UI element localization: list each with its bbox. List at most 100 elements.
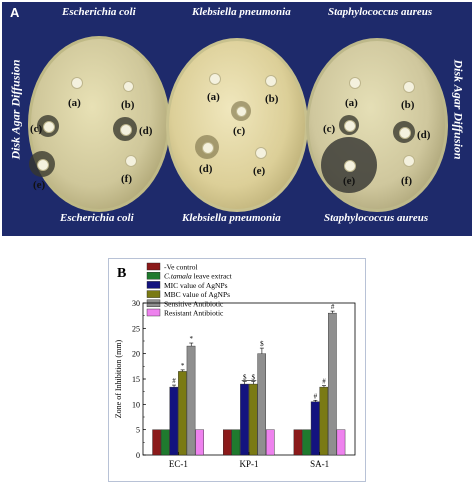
disk-b: [403, 81, 415, 93]
bar-ec-1-series-2: [169, 386, 179, 456]
legend-label-4: Sensitive Antibiotic: [164, 299, 224, 308]
legend-label-0: -Ve control: [164, 263, 198, 272]
legend-label-1: C.tamala leave extract: [164, 272, 233, 281]
bottom-label-ecoli: Escherichia coli: [60, 212, 134, 224]
x-tick-label: EC-1: [169, 459, 188, 469]
disk-f: [125, 155, 137, 167]
disk-b: [123, 81, 134, 92]
bar-sa-1-series-1: [302, 429, 311, 456]
disk-label-e: (e): [253, 165, 266, 177]
bottom-label-kpneumonia: Klebsiella pneumonia: [182, 212, 281, 224]
significance-marker: *: [181, 362, 185, 370]
top-label-saureus: Staphylococcus aureus: [328, 6, 433, 18]
disk-d: [399, 127, 411, 139]
bar-kp-1-series-0: [222, 429, 232, 456]
panel-a-label: A: [10, 5, 20, 20]
bar-kp-1-series-3: [248, 383, 258, 456]
y-tick-label: 10: [132, 400, 140, 409]
bar-ec-1-series-4: [186, 345, 196, 456]
bar-sa-1-series-5: [336, 429, 346, 456]
disk-b: [265, 75, 277, 87]
legend-label-3: MBC value of AgNPs: [164, 290, 230, 299]
significance-marker: #: [314, 392, 318, 400]
disk-f: [403, 155, 415, 167]
petri-plate-saureus: (a) (b) (c) (d) (e) (f): [306, 38, 448, 212]
bottom-label-saureus: Staphylococcus aureus: [324, 212, 429, 224]
disk-label-b: (b): [401, 99, 415, 111]
disk-c: [236, 106, 247, 117]
side-label-right: Disk Agar Diffusion: [451, 59, 466, 160]
bar-sa-1-series-2: [310, 401, 320, 456]
disk-label-e: (e): [33, 179, 46, 191]
panel-b-chart: B Zone of Inhibition (mm) -Ve control C.t…: [108, 258, 366, 482]
panel-b-label: B: [117, 266, 126, 281]
disk-label-d: (d): [139, 125, 153, 137]
disk-c: [344, 120, 356, 132]
top-label-kpneumonia: Klebsiella pneumonia: [192, 6, 291, 18]
disk-label-f: (f): [121, 173, 132, 185]
disk-a: [349, 77, 361, 89]
disk-label-f: (f): [401, 175, 412, 187]
significance-marker: #: [331, 303, 335, 311]
bar-sa-1-series-3: [319, 386, 329, 456]
legend-label-5: Resistant Antibiotic: [164, 309, 224, 318]
legend-swatch-1: [146, 271, 161, 280]
significance-marker: $: [260, 340, 264, 348]
y-tick-label: 20: [132, 350, 140, 359]
bar-kp-1-series-4: [257, 353, 267, 456]
disk-e: [37, 159, 49, 171]
x-tick-label: KP-1: [239, 459, 258, 469]
significance-marker: $: [243, 374, 247, 382]
disk-label-b: (b): [121, 99, 135, 111]
legend-swatch-2: [146, 281, 161, 289]
disk-e: [255, 147, 267, 159]
bar-ec-1-series-3: [178, 371, 187, 456]
y-tick-label: 5: [136, 426, 140, 435]
disk-d: [120, 124, 132, 136]
disk-label-c: (c): [323, 123, 336, 135]
bar-marks: # * * $ $ $ # # #: [152, 303, 346, 456]
disk-e: [344, 160, 356, 172]
significance-marker: *: [189, 335, 193, 343]
disk-a: [209, 73, 221, 85]
disk-d: [202, 142, 214, 154]
y-tick-label: 30: [132, 299, 140, 308]
significance-marker: $: [252, 374, 256, 382]
bar-ec-1-series-1: [160, 429, 170, 456]
disk-label-b: (b): [265, 93, 279, 105]
disk-c: [43, 121, 55, 133]
bar-ec-1-series-0: [152, 429, 161, 456]
panel-a-disk-diffusion: A Escherichia coli Klebsiella pneumonia …: [2, 2, 472, 236]
disk-label-d: (d): [199, 163, 213, 175]
x-tick-label: SA-1: [310, 459, 329, 469]
significance-marker: #: [172, 377, 176, 385]
legend-swatch-3: [146, 290, 161, 298]
bar-kp-1-series-5: [265, 429, 275, 456]
petri-plate-ecoli: (a) (b) (c) (d) (e) (f): [28, 36, 170, 212]
legend-label-2: MIC value of AgNPs: [164, 281, 228, 290]
bar-sa-1-series-0: [293, 429, 303, 456]
disk-label-a: (a): [345, 97, 358, 109]
side-label-left: Disk Agar Diffusion: [8, 59, 23, 160]
significance-marker: #: [322, 378, 326, 386]
y-axis-label: Zone of Inhibition (mm): [114, 339, 123, 418]
x-axis: EC-1 KP-1 SA-1: [169, 452, 329, 469]
disk-label-a: (a): [207, 91, 220, 103]
legend-swatch-5: [146, 308, 161, 317]
y-tick-label: 15: [132, 375, 140, 384]
bar-ec-1-series-5: [195, 429, 204, 456]
bar-sa-1-series-4: [328, 312, 337, 456]
disk-label-e: (e): [343, 175, 356, 187]
disk-label-d: (d): [417, 129, 431, 141]
y-tick-label: 0: [136, 451, 140, 460]
y-tick-label: 25: [132, 324, 140, 333]
bar-kp-1-series-1: [231, 429, 241, 456]
bar-kp-1-series-2: [240, 383, 249, 456]
disk-label-a: (a): [68, 97, 81, 109]
top-label-ecoli: Escherichia coli: [62, 6, 136, 18]
legend-swatch-0: [146, 262, 161, 271]
disk-label-c: (c): [30, 123, 43, 135]
zone-of-inhibition-chart: B Zone of Inhibition (mm) -Ve controlC.t…: [114, 262, 356, 469]
disk-a: [71, 77, 83, 89]
